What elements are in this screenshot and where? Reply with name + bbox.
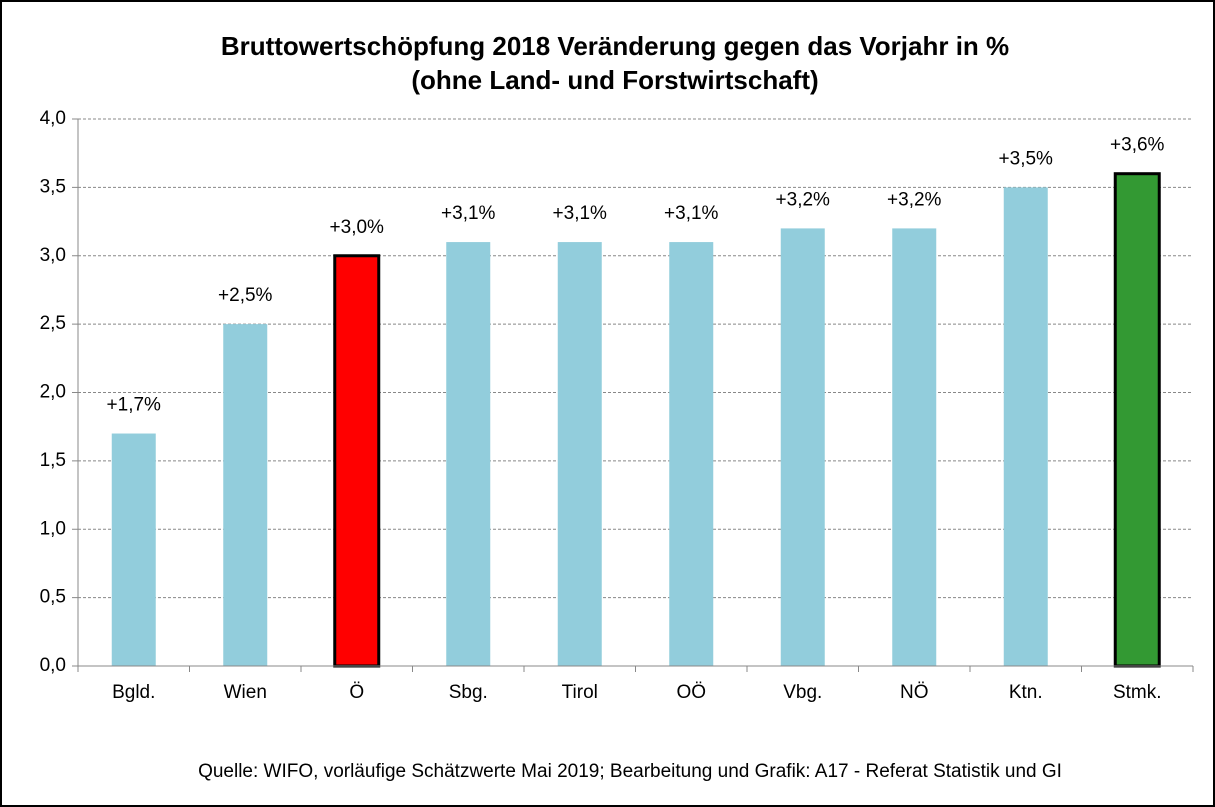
bar bbox=[557, 242, 602, 666]
chart-title: Bruttowertschöpfung 2018 Veränderung geg… bbox=[221, 31, 1009, 61]
bar bbox=[1113, 172, 1161, 668]
y-tick-label: 1,5 bbox=[40, 450, 66, 471]
value-label: +3,1% bbox=[664, 203, 719, 224]
chart-subtitle: (ohne Land- und Forstwirtschaft) bbox=[411, 65, 818, 95]
y-tick-label: 3,0 bbox=[40, 245, 66, 266]
value-label: +3,1% bbox=[441, 203, 496, 224]
x-tick-label: Ö bbox=[349, 682, 364, 703]
y-tick-label: 2,0 bbox=[40, 382, 66, 403]
bar bbox=[333, 254, 381, 668]
value-label: +2,5% bbox=[218, 285, 273, 306]
bar bbox=[446, 242, 491, 666]
x-tick-label: Vbg. bbox=[783, 682, 822, 703]
y-tick-label: 4,0 bbox=[40, 108, 66, 129]
bar bbox=[111, 433, 156, 666]
y-tick-label: 0,0 bbox=[40, 655, 66, 676]
bar bbox=[223, 324, 268, 666]
x-tick-label: Sbg. bbox=[449, 682, 488, 703]
x-tick-label: NÖ bbox=[900, 682, 929, 703]
value-label: +1,7% bbox=[107, 395, 162, 416]
x-tick-label: Stmk. bbox=[1113, 682, 1162, 703]
bar bbox=[669, 242, 714, 666]
value-label: +3,2% bbox=[887, 189, 942, 210]
value-label: +3,1% bbox=[553, 203, 608, 224]
value-label: +3,0% bbox=[330, 217, 385, 238]
y-tick-label: 3,5 bbox=[40, 176, 66, 197]
bar bbox=[892, 228, 937, 666]
x-tick-label: Ktn. bbox=[1009, 682, 1043, 703]
bar bbox=[1003, 187, 1048, 666]
value-label: +3,2% bbox=[776, 189, 831, 210]
value-label: +3,5% bbox=[999, 148, 1054, 169]
y-tick-label: 1,0 bbox=[40, 518, 66, 539]
x-tick-label: Wien bbox=[224, 682, 267, 703]
x-tick-label: Tirol bbox=[562, 682, 598, 703]
bar bbox=[780, 228, 825, 666]
x-tick-label: OÖ bbox=[676, 682, 706, 703]
source-note: Quelle: WIFO, vorläufige Schätzwerte Mai… bbox=[198, 761, 1062, 782]
x-tick-label: Bgld. bbox=[112, 682, 155, 703]
y-tick-label: 0,5 bbox=[40, 587, 66, 608]
value-label: +3,6% bbox=[1110, 135, 1165, 156]
y-tick-label: 2,5 bbox=[40, 313, 66, 334]
